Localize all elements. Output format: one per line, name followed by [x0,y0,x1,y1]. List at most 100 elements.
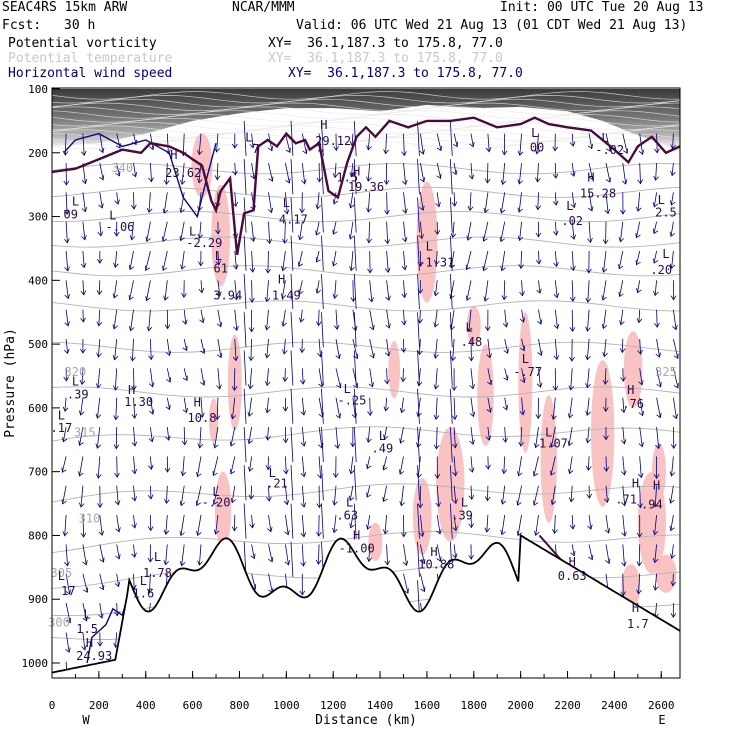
wind-vector [420,221,423,239]
wind-arrowhead [588,174,594,180]
wind-arrowhead [533,471,539,477]
wind-arrowhead [284,560,290,566]
wind-arrowhead [401,237,408,243]
vertical-wind-streak [353,388,357,424]
field-theta-xy: XY= 36.1,187.3 to 175.8, 77.0 [268,51,503,66]
wind-arrowhead [265,268,271,274]
wind-arrowhead [131,469,138,475]
wind-arrowhead [452,553,458,559]
wind-vector [133,514,136,528]
wind-vector [420,514,423,537]
wind-arrowhead [199,412,205,418]
wind-vector [671,162,674,176]
wind-arrowhead [601,295,607,301]
x-tick-label: 600 [183,699,203,712]
wind-vector [386,338,390,356]
center-label: NCAR/MMM [232,0,295,15]
wind-arrowhead [605,177,611,183]
wind-arrowhead [485,435,492,441]
wind-arrowhead [636,318,643,324]
wind-vector [386,221,389,244]
wind-vector [317,192,320,209]
wind-arrowhead [466,326,473,332]
y-tick-label: 600 [28,402,48,415]
wind-arrowhead [585,326,591,332]
wind-arrowhead [249,523,255,529]
wind-arrowhead [586,268,592,274]
pv-label: 1.6 [133,586,155,600]
wind-vector [282,250,286,271]
wind-vector [487,368,492,385]
wind-vector [146,221,151,242]
wind-vector [671,192,674,206]
wind-arrowhead [670,200,676,206]
wind-vector [216,133,219,152]
wind-vector [655,162,657,181]
wind-arrowhead [264,380,271,387]
wind-arrowhead [147,526,154,532]
wind-vector [315,221,320,236]
wind-vector [554,162,557,179]
wind-vector [268,514,272,532]
wind-arrowhead [653,585,659,591]
wind-arrowhead [268,176,274,182]
wind-arrowhead [128,294,134,301]
wind-vector [605,192,609,214]
wind-vector [350,514,354,528]
wind-vector [571,133,574,147]
wind-vector [403,309,405,325]
wind-vector [369,280,373,302]
wind-vector [604,368,607,385]
wind-vector [587,456,590,471]
wind-vector [639,338,641,355]
wind-arrowhead [655,443,661,450]
wind-arrowhead [638,149,645,156]
wind-arrowhead [670,295,677,301]
wind-vector [251,133,254,148]
wind-vector [266,280,269,302]
wind-vector [367,192,371,213]
wind-arrowhead [200,348,206,354]
wind-vector [503,280,506,300]
wind-vector [149,573,151,593]
theta-label: 320 [65,365,87,379]
wind-vector [183,338,188,351]
wind-arrowhead [80,348,86,354]
wind-arrowhead [302,148,308,155]
wind-vector [484,280,489,302]
wind-vector [587,426,590,443]
wind-arrowhead [267,207,274,214]
wind-vector [470,485,473,500]
wind-arrowhead [436,145,442,152]
wind-arrowhead [114,199,120,205]
wind-arrowhead [450,356,457,362]
wind-arrowhead [230,414,237,420]
wind-arrowhead [315,559,322,565]
wind-arrowhead [214,415,221,421]
wind-vector [550,456,556,476]
vertical-wind-streak [449,159,453,195]
wind-vector [234,250,237,270]
wind-arrowhead [199,317,205,324]
wind-vector [199,426,202,448]
wind-arrowhead [65,647,71,653]
wind-vector [234,162,236,175]
wind-arrowhead [165,404,171,411]
vertical-wind-streak [243,312,247,348]
wind-arrowhead [332,172,339,179]
upper-isentrope [52,114,680,123]
wind-arrowhead [402,560,409,567]
wind-vector [504,368,508,381]
wind-vector [82,544,87,565]
wind-vector [639,485,641,508]
wind-vector [318,456,321,479]
wind-vector [198,133,202,155]
wind-vector [213,485,219,505]
pv-label: 10.88 [418,558,454,572]
wind-arrowhead [197,233,204,239]
wind-arrowhead [195,500,201,507]
wind-arrowhead [419,149,425,155]
wind-vector [65,250,69,271]
wind-arrowhead [64,293,70,300]
wind-arrowhead [553,261,559,268]
